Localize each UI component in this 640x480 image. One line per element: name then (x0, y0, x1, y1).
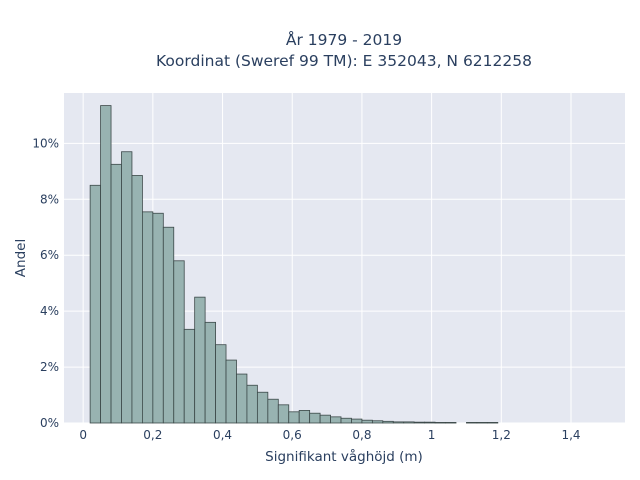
histogram-bar (110, 163, 122, 424)
y-tick-label: 0% (40, 416, 59, 430)
y-tick-label: 4% (40, 304, 59, 318)
histogram-bar (100, 105, 112, 424)
histogram-bar (403, 421, 415, 424)
histogram-bar (131, 175, 143, 424)
y-tick-label: 10% (32, 136, 59, 150)
histogram-bar (194, 296, 206, 424)
x-tick-label: 1 (428, 428, 436, 442)
x-tick-label: 1,4 (561, 428, 580, 442)
histogram-bar (424, 421, 436, 424)
histogram-bar (392, 421, 405, 424)
histogram-bar (486, 422, 499, 424)
bars (89, 105, 499, 424)
histogram-bar (267, 398, 279, 424)
histogram-bar (466, 422, 478, 424)
histogram-bar (330, 416, 342, 424)
histogram-bar (309, 412, 321, 424)
histogram-bar (319, 414, 331, 424)
histogram-bar (152, 212, 164, 424)
histogram-bar (162, 226, 175, 424)
histogram-bar (246, 384, 258, 424)
y-tick-label: 2% (40, 360, 59, 374)
histogram-bar (361, 419, 373, 424)
histogram-bar (382, 420, 394, 424)
x-tick-label: 0,6 (283, 428, 302, 442)
y-ticks: 0% 2% 4% 6% 8% 10% (32, 136, 59, 430)
histogram-bar (183, 328, 196, 424)
y-axis-title: Andel (13, 239, 29, 277)
histogram-bar (277, 404, 290, 424)
chart-title-line-2: Koordinat (Sweref 99 TM): E 352043, N 62… (156, 52, 532, 70)
x-tick-label: 0,2 (143, 428, 162, 442)
histogram-bar (121, 151, 133, 424)
histogram-bar (236, 373, 248, 424)
x-tick-label: 0 (79, 428, 87, 442)
x-tick-label: 0,8 (352, 428, 371, 442)
x-tick-label: 1,2 (492, 428, 511, 442)
histogram-bar (256, 391, 269, 424)
histogram-bar (204, 321, 216, 424)
histogram-bar (298, 410, 311, 424)
histogram-bar (215, 344, 227, 424)
y-tick-label: 8% (40, 192, 59, 206)
histogram-bar (445, 422, 457, 424)
histogram-bar (371, 420, 384, 424)
x-tick-label: 0,4 (213, 428, 232, 442)
histogram-bar (288, 411, 300, 424)
y-tick-label: 6% (40, 248, 59, 262)
histogram-bar (89, 184, 101, 424)
histogram-bar (351, 418, 363, 424)
histogram-bar (225, 359, 237, 424)
histogram-bar (340, 417, 352, 424)
histogram-bar (413, 421, 426, 424)
histogram-bar (476, 422, 488, 424)
histogram-bar (173, 260, 185, 424)
histogram-bar (434, 422, 446, 424)
chart-title-line-1: År 1979 - 2019 (286, 30, 402, 49)
x-axis-title: Signifikant våghöjd (m) (265, 448, 423, 465)
x-ticks: 0 0,2 0,4 0,6 0,8 1 1,2 1,4 (79, 428, 580, 442)
histogram-bar (142, 211, 154, 424)
